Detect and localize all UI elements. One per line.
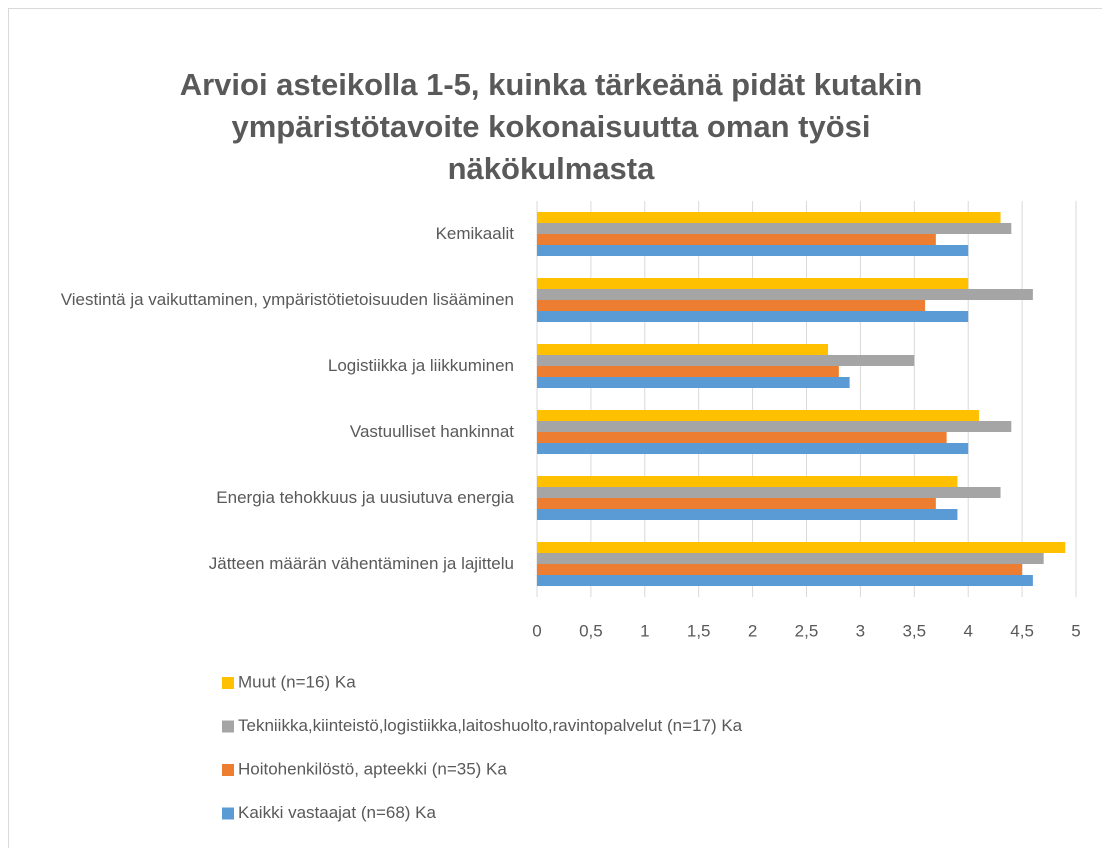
bar	[537, 509, 958, 520]
legend-swatch	[222, 764, 234, 776]
x-tick-label: 2	[748, 621, 757, 640]
bar	[537, 443, 969, 454]
bar	[537, 575, 1033, 586]
x-tick-label: 1	[640, 621, 649, 640]
legend-label: Tekniikka,kiinteistö,logistiikka,laitosh…	[238, 716, 743, 735]
bar	[537, 366, 839, 377]
x-tick-label: 0,5	[579, 621, 603, 640]
legend-swatch	[222, 807, 234, 820]
x-tick-label: 3	[856, 621, 865, 640]
bar	[537, 300, 926, 311]
bar	[537, 377, 850, 388]
bar	[537, 564, 1023, 575]
x-tick-label: 4,5	[1010, 621, 1034, 640]
legend-label: Muut (n=16) Ka	[238, 672, 356, 691]
x-tick-label: 5	[1071, 621, 1080, 640]
bar	[537, 212, 1001, 223]
y-tick-label: Kemikaalit	[435, 224, 514, 243]
x-tick-label: 1,5	[687, 621, 711, 640]
chart-title: Arvioi asteikolla 1-5, kuinka tärkeänä p…	[179, 67, 923, 186]
bar	[537, 344, 829, 355]
bar	[537, 245, 969, 256]
y-tick-label: Jätteen määrän vähentäminen ja lajittelu	[208, 554, 514, 573]
bar	[537, 432, 947, 443]
x-tick-label: 4	[963, 621, 972, 640]
bar	[537, 542, 1066, 553]
bar	[537, 487, 1001, 498]
legend-label: Kaikki vastaajat (n=68) Ka	[238, 803, 437, 822]
bar	[537, 234, 936, 245]
bar	[537, 311, 969, 322]
y-tick-label: Vastuulliset hankinnat	[349, 422, 514, 441]
bar	[537, 410, 979, 421]
bar	[537, 289, 1033, 300]
bar	[537, 476, 958, 487]
y-tick-label: Logistiikka ja liikkuminen	[327, 356, 514, 375]
legend-swatch	[222, 720, 234, 733]
x-tick-label: 3,5	[902, 621, 926, 640]
legend-swatch	[222, 677, 234, 689]
bar	[537, 223, 1012, 234]
bar	[537, 498, 936, 509]
bar	[537, 421, 1012, 432]
x-tick-label: 0	[532, 621, 541, 640]
x-tick-label: 2,5	[795, 621, 819, 640]
chart-frame	[8, 8, 1102, 848]
legend-label: Hoitohenkilöstö, apteekki (n=35) Ka	[238, 759, 507, 778]
bar	[537, 553, 1044, 564]
y-tick-label: Viestintä ja vaikuttaminen, ympäristötie…	[60, 290, 514, 309]
bar	[537, 278, 969, 289]
y-tick-label: Energia tehokkuus ja uusiutuva energia	[216, 488, 514, 507]
bar	[537, 355, 915, 366]
